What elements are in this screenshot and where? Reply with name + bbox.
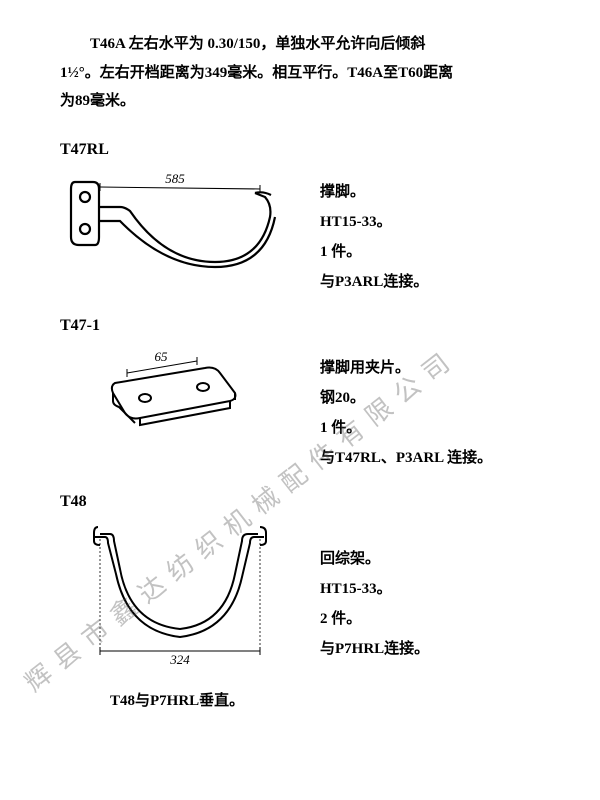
intro-paragraph: T46A 左右水平为 0.30/150，单独水平允许向后倾斜 1½°。左右开档距… [60, 30, 560, 116]
part-drawing-t48: 324 [60, 519, 290, 669]
spec-line: 与P7HRL连接。 [320, 634, 429, 664]
dimension-label: 324 [169, 652, 190, 667]
spec-line: 撑脚。 [320, 177, 428, 207]
spec-line: 与T47RL、P3ARL 连接。 [320, 443, 492, 473]
part-code: T48 [60, 493, 560, 511]
spec-line: HT15-33。 [320, 574, 429, 604]
part-section-t47rl: T47RL [60, 141, 560, 297]
spec-line: 回综架。 [320, 544, 429, 574]
part-code: T47RL [60, 141, 560, 159]
part-specs-t47rl: 撑脚。 HT15-33。 1 件。 与P3ARL连接。 [320, 167, 428, 297]
part-section-t48: T48 [60, 493, 560, 669]
footnote: T48与P7HRL垂直。 [110, 689, 560, 710]
part-specs-t48: 回综架。 HT15-33。 2 件。 与P7HRL连接。 [320, 519, 429, 664]
part-drawing-t47rl: 585 [60, 167, 290, 277]
spec-line: 2 件。 [320, 604, 429, 634]
spec-line: 与P3ARL连接。 [320, 267, 428, 297]
intro-line1: T46A 左右水平为 0.30/150，单独水平允许向后倾斜 [60, 30, 560, 59]
part-section-t47-1: T47-1 [60, 317, 560, 473]
intro-line2: 1½°。左右开档距离为349毫米。相互平行。T46A至T60距离 [60, 59, 560, 88]
dimension-label: 585 [165, 171, 185, 186]
dimension-label: 65 [155, 349, 169, 364]
part-specs-t47-1: 撑脚用夹片。 钢20。 1 件。 与T47RL、P3ARL 连接。 [320, 343, 492, 473]
part-code: T47-1 [60, 317, 560, 335]
part-drawing-t47-1: 65 [60, 343, 290, 443]
spec-line: 1 件。 [320, 237, 428, 267]
spec-line: 钢20。 [320, 383, 492, 413]
spec-line: 1 件。 [320, 413, 492, 443]
spec-line: HT15-33。 [320, 207, 428, 237]
intro-line3: 为89毫米。 [60, 87, 560, 116]
spec-line: 撑脚用夹片。 [320, 353, 492, 383]
